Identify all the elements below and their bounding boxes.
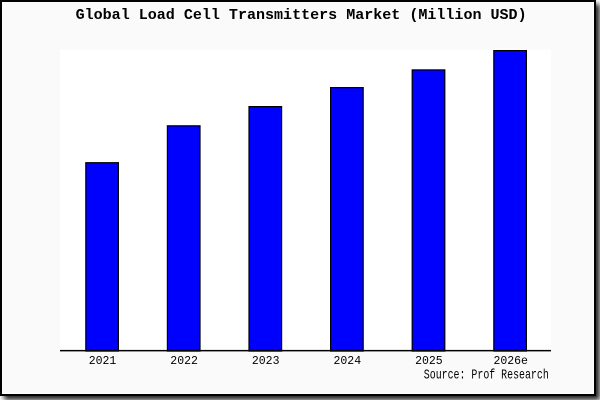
svg-text:2021: 2021 <box>89 354 117 368</box>
svg-text:2026e: 2026e <box>493 354 528 368</box>
svg-text:2022: 2022 <box>170 354 198 368</box>
svg-text:Global Load Cell Transmitters: Global Load Cell Transmitters Market (Mi… <box>76 8 527 24</box>
svg-text:2023: 2023 <box>252 354 280 368</box>
svg-text:Source: Prof Research: Source: Prof Research <box>424 368 549 384</box>
svg-text:2025: 2025 <box>415 354 443 368</box>
svg-text:2024: 2024 <box>334 354 362 368</box>
